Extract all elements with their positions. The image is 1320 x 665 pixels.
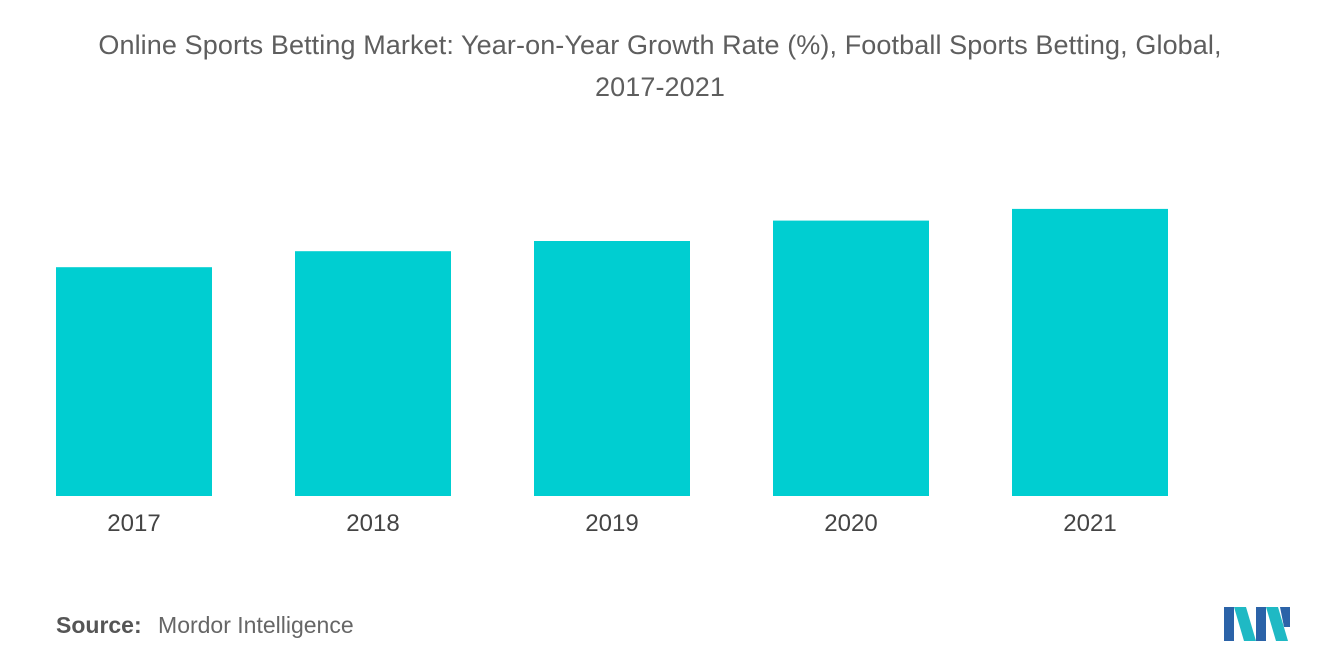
chart-title: Online Sports Betting Market: Year-on-Ye…: [0, 24, 1320, 108]
bar-2019: [534, 241, 690, 496]
x-axis-tick-labels: 2017 2018 2019 2020 2021: [107, 510, 1116, 537]
bar-2021: [1012, 208, 1168, 496]
bar-2020: [773, 220, 929, 496]
x-tick-label-2021: 2021: [1063, 510, 1116, 537]
x-tick-label-2017: 2017: [107, 510, 160, 537]
chart-title-line-2: 2017-2021: [594, 72, 726, 102]
x-tick-label-2018: 2018: [346, 510, 399, 537]
source-value: Mordor Intelligence: [158, 612, 354, 638]
x-tick-label-2020: 2020: [824, 510, 877, 537]
source-label: Source:: [56, 612, 142, 638]
bar-group: [56, 208, 1168, 496]
mordor-intelligence-logo-icon: [1224, 607, 1290, 641]
x-tick-label-2019: 2019: [585, 510, 638, 537]
source-note: Source: Mordor Intelligence: [56, 612, 354, 639]
bar-2018: [295, 251, 451, 496]
bar-2017: [56, 267, 212, 496]
chart-title-line-1: Online Sports Betting Market: Year-on-Ye…: [98, 30, 1222, 60]
